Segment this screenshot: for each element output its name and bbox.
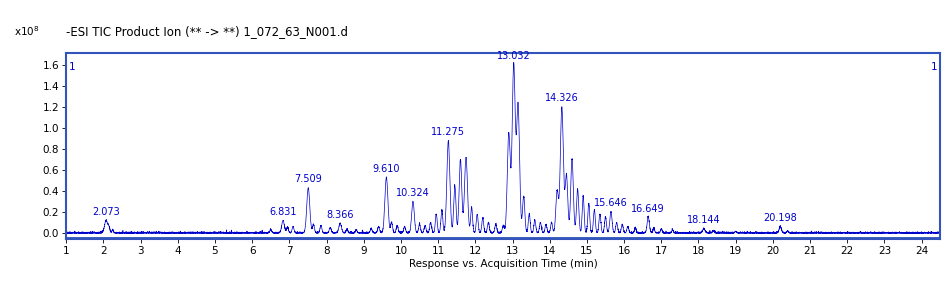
Text: 6.831: 6.831 [269, 207, 296, 217]
Text: 9.610: 9.610 [372, 164, 399, 174]
Text: 11.275: 11.275 [430, 127, 464, 137]
Text: 15.646: 15.646 [594, 199, 627, 208]
Text: -ESI TIC Product Ion (** -> **) 1_072_63_N001.d: -ESI TIC Product Ion (** -> **) 1_072_63… [66, 25, 347, 38]
Text: 18.144: 18.144 [686, 215, 720, 225]
Text: 1: 1 [930, 62, 936, 72]
Text: 7.509: 7.509 [295, 174, 322, 184]
Text: 8.366: 8.366 [326, 210, 353, 220]
Text: 20.198: 20.198 [763, 213, 797, 223]
Text: 16.649: 16.649 [631, 204, 665, 214]
Text: 1: 1 [69, 62, 76, 72]
Text: 14.326: 14.326 [545, 93, 578, 103]
Text: 10.324: 10.324 [396, 188, 430, 198]
Text: x10$^{8}$: x10$^{8}$ [13, 24, 40, 38]
Text: 2.073: 2.073 [93, 207, 120, 217]
Text: 13.032: 13.032 [497, 51, 530, 62]
X-axis label: Response vs. Acquisition Time (min): Response vs. Acquisition Time (min) [409, 259, 597, 269]
